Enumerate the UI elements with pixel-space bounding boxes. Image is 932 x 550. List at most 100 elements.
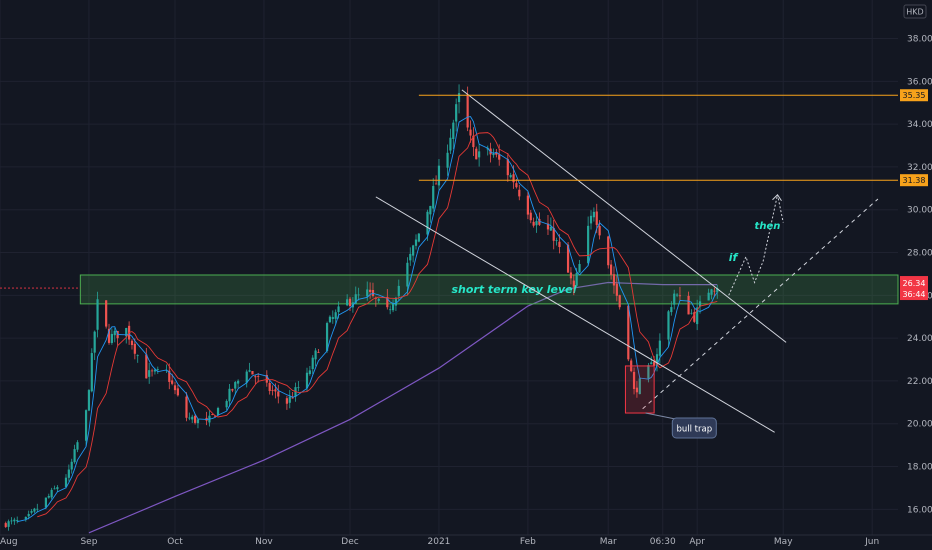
candle-body[interactable] xyxy=(196,419,200,424)
candle-body[interactable] xyxy=(687,295,690,315)
candle-body[interactable] xyxy=(133,343,136,354)
candle-body[interactable] xyxy=(627,305,630,360)
candle-body[interactable] xyxy=(592,211,595,218)
candle-body[interactable] xyxy=(369,289,372,292)
candle-body[interactable] xyxy=(587,225,590,264)
candle-body[interactable] xyxy=(397,285,400,297)
candle-body[interactable] xyxy=(168,370,171,382)
candle-body[interactable] xyxy=(171,380,174,384)
candle-body[interactable] xyxy=(535,221,538,226)
candle-body[interactable] xyxy=(297,387,300,389)
candle-body[interactable] xyxy=(90,353,93,392)
candle-body[interactable] xyxy=(426,211,429,235)
candle-body[interactable] xyxy=(64,477,68,488)
candle-body[interactable] xyxy=(412,245,415,256)
candle-body[interactable] xyxy=(254,376,257,378)
candle-body[interactable] xyxy=(566,244,570,273)
candle-body[interactable] xyxy=(136,355,139,357)
candle-body[interactable] xyxy=(185,396,188,418)
key-zone[interactable]: short term key level xyxy=(0,274,899,305)
candle-body[interactable] xyxy=(314,350,317,360)
key-level-zone[interactable] xyxy=(79,274,899,305)
candle-body[interactable] xyxy=(308,370,311,375)
candle-body[interactable] xyxy=(434,183,438,185)
candle-body[interactable] xyxy=(406,262,409,287)
candle-body[interactable] xyxy=(216,408,220,416)
candle-body[interactable] xyxy=(647,365,650,379)
candle-body[interactable] xyxy=(678,295,682,297)
candle-body[interactable] xyxy=(698,301,702,307)
candle-body[interactable] xyxy=(492,153,495,156)
candle-body[interactable] xyxy=(125,327,128,337)
candle-body[interactable] xyxy=(30,511,33,513)
candle-body[interactable] xyxy=(110,333,113,343)
candle-body[interactable] xyxy=(414,239,418,246)
candle-body[interactable] xyxy=(475,148,478,160)
candle-body[interactable] xyxy=(457,93,461,103)
candle-body[interactable] xyxy=(595,211,598,225)
candle-body[interactable] xyxy=(357,294,360,296)
candle-body[interactable] xyxy=(655,354,659,367)
candle-body[interactable] xyxy=(506,159,509,176)
candle-body[interactable] xyxy=(56,487,59,490)
candle-body[interactable] xyxy=(10,520,13,522)
candle-body[interactable] xyxy=(331,317,334,319)
candle-body[interactable] xyxy=(251,371,254,375)
candle-body[interactable] xyxy=(575,272,578,286)
candle-body[interactable] xyxy=(632,371,636,389)
candle-body[interactable] xyxy=(176,388,179,396)
candle-body[interactable] xyxy=(277,391,280,397)
candle-body[interactable] xyxy=(529,212,532,221)
candle-body[interactable] xyxy=(228,388,231,402)
candle-body[interactable] xyxy=(609,264,613,275)
candle-body[interactable] xyxy=(391,303,395,311)
candle-body[interactable] xyxy=(33,508,36,512)
candle-body[interactable] xyxy=(150,370,154,372)
candle-body[interactable] xyxy=(512,174,515,183)
candle-body[interactable] xyxy=(452,122,455,140)
candle-body[interactable] xyxy=(47,496,50,498)
candle-body[interactable] xyxy=(409,253,412,261)
candle-body[interactable] xyxy=(27,513,30,517)
candle-body[interactable] xyxy=(188,417,191,419)
candle-body[interactable] xyxy=(113,330,116,336)
candle-body[interactable] xyxy=(429,205,432,215)
candle-body[interactable] xyxy=(716,288,719,293)
candle-body[interactable] xyxy=(693,312,696,322)
x-axis[interactable]: Aug Sep Oct Nov Dec 2021 Feb Mar 06:30 Apr May Jun xyxy=(0,534,932,547)
candle-body[interactable] xyxy=(466,94,469,128)
candle-body[interactable] xyxy=(156,369,159,371)
candle-body[interactable] xyxy=(354,294,357,304)
level-lines[interactable] xyxy=(418,94,898,181)
candle-body[interactable] xyxy=(618,295,621,308)
candle-body[interactable] xyxy=(650,362,653,365)
candle-body[interactable] xyxy=(334,312,337,319)
candle-body[interactable] xyxy=(377,298,380,301)
candle-body[interactable] xyxy=(389,309,392,311)
candle-body[interactable] xyxy=(713,290,716,292)
candle-body[interactable] xyxy=(248,370,251,372)
candle-body[interactable] xyxy=(36,508,39,510)
candle-body[interactable] xyxy=(93,331,96,353)
callout-box[interactable] xyxy=(671,417,717,439)
level-price-tag[interactable] xyxy=(900,174,928,187)
candle-body[interactable] xyxy=(214,415,217,417)
candle-body[interactable] xyxy=(193,415,197,423)
candle-body[interactable] xyxy=(478,151,481,158)
candle-body[interactable] xyxy=(607,236,610,266)
candle-body[interactable] xyxy=(173,385,177,391)
candle-body[interactable] xyxy=(291,397,294,399)
candle-body[interactable] xyxy=(288,396,291,403)
candle-body[interactable] xyxy=(552,227,555,241)
candle-body[interactable] xyxy=(515,183,518,188)
candle-body[interactable] xyxy=(417,233,420,242)
candle-body[interactable] xyxy=(455,104,458,122)
candle-body[interactable] xyxy=(449,137,452,151)
candle-body[interactable] xyxy=(337,306,340,312)
candle-body[interactable] xyxy=(394,297,398,306)
candle-body[interactable] xyxy=(76,442,79,450)
candle-body[interactable] xyxy=(558,241,561,248)
candle-body[interactable] xyxy=(245,371,248,383)
candle-body[interactable] xyxy=(4,523,7,527)
